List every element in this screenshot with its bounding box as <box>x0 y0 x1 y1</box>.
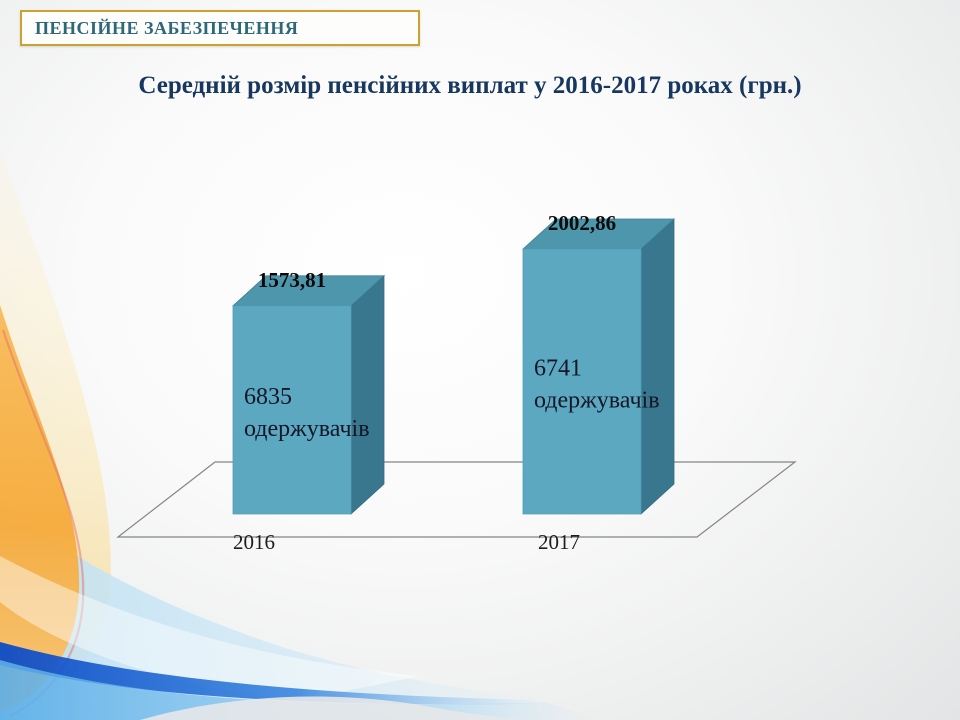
bar-2017-value-label: 2002,86 <box>548 211 616 235</box>
bar-2016-annotation-line2: одержувачів <box>244 416 370 442</box>
slide-header-badge: ПЕНСІЙНЕ ЗАБЕЗПЕЧЕННЯ <box>20 10 420 46</box>
bar-2017-annotation-line1: 6741 <box>534 356 582 382</box>
bar-2017: 2002,86 6741 одержувачів 2017 <box>521 211 676 554</box>
bar-2016: 1573,81 6835 одержувачів 2016 <box>231 268 386 554</box>
chart-title: Середній розмір пенсійних виплат у 2016-… <box>138 72 802 99</box>
bar-2016-value-label: 1573,81 <box>258 268 326 292</box>
bar-2017-front-face <box>522 248 642 515</box>
bar-2016-front-face <box>232 305 352 515</box>
axis-label-2016: 2016 <box>233 530 275 554</box>
bar-2016-side-face <box>350 274 385 515</box>
bar-2017-annotation-line2: одержувачів <box>534 388 660 414</box>
slide-header-text: ПЕНСІЙНЕ ЗАБЕЗПЕЧЕННЯ <box>35 17 299 38</box>
bar-2017-side-face <box>640 218 675 515</box>
bar-2016-annotation-line1: 6835 <box>244 384 292 410</box>
chart-floor-plane <box>116 461 797 538</box>
axis-label-2017: 2017 <box>538 530 580 554</box>
